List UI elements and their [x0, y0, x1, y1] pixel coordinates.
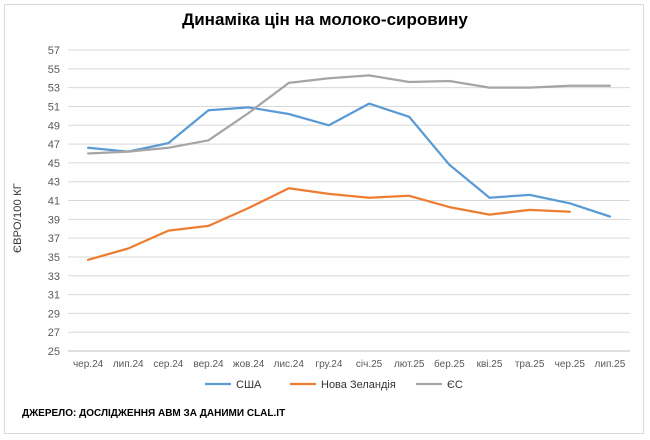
- x-tick-label: жов.24: [233, 359, 265, 370]
- x-tick-label: лис.24: [274, 359, 305, 370]
- y-tick-label: 35: [48, 252, 60, 264]
- x-tick-label: чер.24: [73, 359, 104, 370]
- y-tick-label: 53: [48, 83, 60, 95]
- y-tick-label: 47: [48, 139, 60, 151]
- x-tick-label: тра.25: [515, 359, 545, 370]
- series-line-1: [86, 187, 571, 261]
- y-tick-label: 31: [48, 290, 60, 302]
- gridlines: [68, 49, 630, 352]
- y-tick-label: 55: [48, 64, 60, 76]
- legend: США Нова Зеландія ЄС: [205, 379, 463, 391]
- chart-title: Динаміка цін на молоко-сировину: [182, 10, 468, 29]
- series-line-0: [86, 102, 612, 218]
- x-tick-label: гру.24: [315, 359, 342, 370]
- x-tick-label: лип.25: [595, 359, 626, 370]
- x-tick-label: чер.25: [555, 359, 586, 370]
- x-tick-label: лип.24: [113, 359, 144, 370]
- y-tick-label: 51: [48, 101, 60, 113]
- x-tick-label: вер.24: [193, 359, 224, 370]
- legend-label: США: [236, 379, 262, 391]
- legend-label: Нова Зеландія: [321, 379, 396, 391]
- y-tick-label: 45: [48, 158, 60, 170]
- y-tick-label: 57: [48, 45, 60, 57]
- y-tick-label: 41: [48, 196, 60, 208]
- x-tick-label: січ.25: [356, 359, 383, 370]
- series-lines: [86, 74, 612, 261]
- y-tick-label: 33: [48, 271, 60, 283]
- y-tick-labels: 25 27 29 31 33 35 37 39 41 43 45 47 49 51 53 55 57: [48, 45, 60, 358]
- source-note: ДЖЕРЕЛО: ДОСЛІДЖЕННЯ АВМ ЗА ДАНИМИ CLAL.…: [22, 408, 286, 419]
- x-tick-labels: чер.24 лип.24 сер.24 вер.24 жов.24 лис.24 гру.…: [73, 358, 626, 370]
- x-tick-label: кві.25: [477, 359, 503, 370]
- y-tick-label: 39: [48, 214, 60, 226]
- x-tick-label: сер.24: [153, 359, 183, 370]
- legend-label: ЄС: [447, 379, 463, 391]
- x-tick-label: лют.25: [394, 359, 425, 370]
- y-tick-label: 37: [48, 233, 60, 245]
- x-tick-label: бер.25: [434, 358, 465, 370]
- y-tick-label: 29: [48, 308, 60, 320]
- y-tick-label: 27: [48, 327, 60, 339]
- y-tick-label: 25: [48, 346, 60, 358]
- y-tick-label: 43: [48, 177, 60, 189]
- series-line-2: [86, 74, 612, 155]
- y-tick-label: 49: [48, 120, 60, 132]
